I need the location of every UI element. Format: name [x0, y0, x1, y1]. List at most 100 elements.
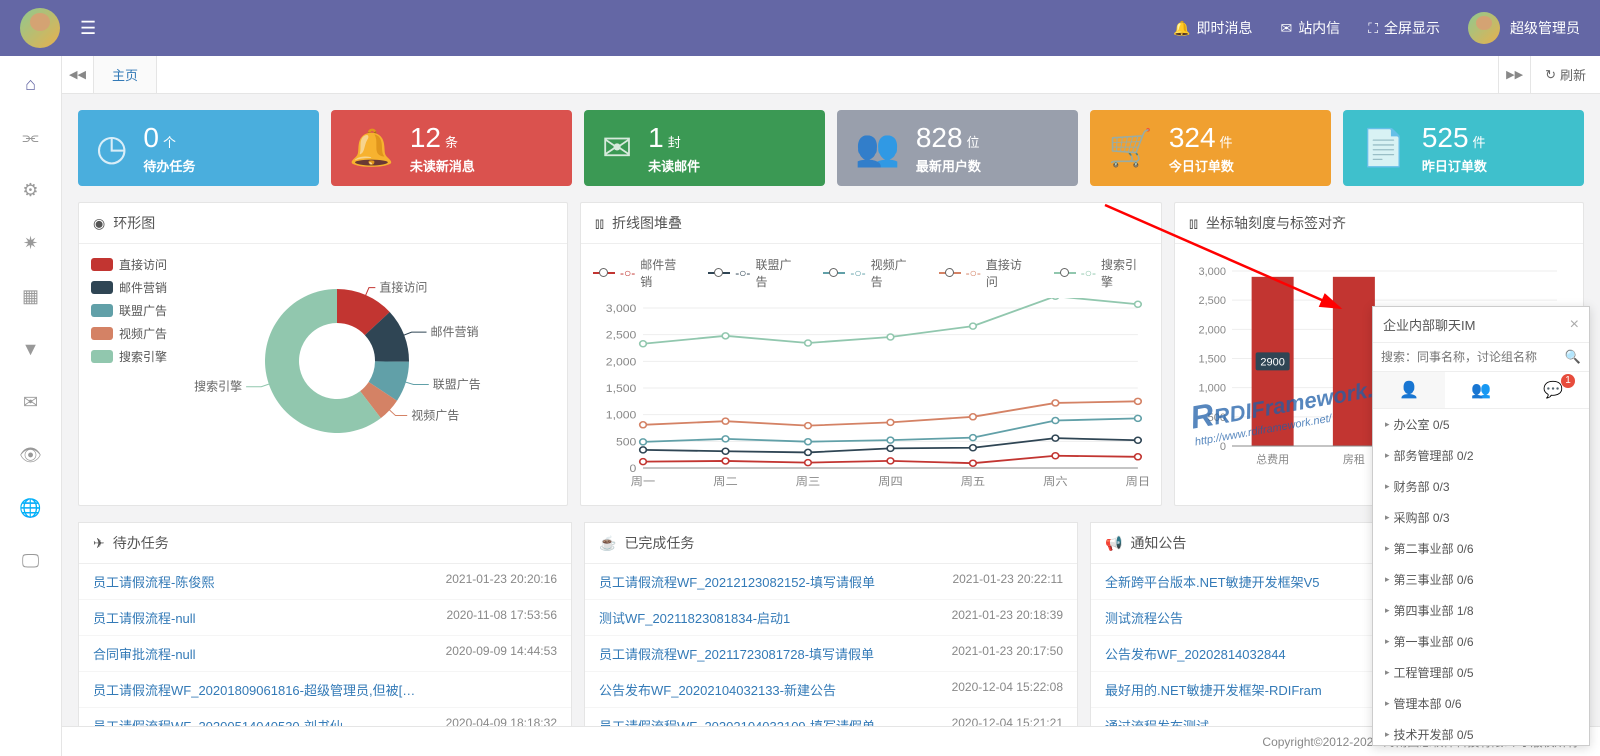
svg-text:500: 500 [616, 436, 637, 448]
legend-item[interactable]: .lh-marker:nth-child(1)::after{border-co… [823, 256, 918, 290]
footer: Copyright©2012-2022 海南国思软件科技有限公司 版权所有 · [62, 726, 1600, 756]
piechart-icon: ◉ [93, 215, 105, 232]
content: ◷ 0个 待办任务 🔔 12条 未读新消息 ✉ 1封 未读邮件 👥 828位 最… [62, 94, 1600, 756]
im-department[interactable]: ▸第四事业部 1/8 [1373, 595, 1589, 626]
svg-text:1,000: 1,000 [606, 409, 637, 421]
line-chart-panel: ⫾⫾ 折线图堆叠 .lh-marker:nth-child(1)::after{b… [580, 202, 1162, 506]
list-item[interactable]: 员工请假流程-陈俊熙2021-01-23 20:20:16 [79, 564, 571, 600]
im-department[interactable]: ▸第二事业部 0/6 [1373, 533, 1589, 564]
clock-icon: ◷ [96, 127, 127, 169]
im-badge: 1 [1561, 374, 1575, 388]
svg-text:房租: 房租 [1343, 453, 1365, 466]
tab-next-button[interactable]: ▶▶ [1498, 56, 1530, 93]
im-panel: 企业内部聊天IM × 🔍 👤 👥 💬1 ▸办公室 0/5▸部务管理部 0/2▸财… [1372, 306, 1590, 746]
svg-text:周五: 周五 [961, 476, 985, 488]
im-department[interactable]: ▸办公室 0/5 [1373, 409, 1589, 440]
gears-icon[interactable]: ⚙ [22, 180, 38, 201]
fullscreen-icon: ⛶ [1368, 20, 1378, 37]
stat-card[interactable]: ✉ 1封 未读邮件 [584, 110, 825, 186]
topbar-user[interactable]: 超级管理员 [1468, 12, 1580, 44]
barchart-icon: ⫾⫾ [1189, 215, 1198, 232]
im-department[interactable]: ▸第一事业部 0/6 [1373, 626, 1589, 657]
svg-text:直接访问: 直接访问 [379, 280, 427, 295]
list-item[interactable]: 公告发布WF_20202104032133-新建公告2020-12-04 15:… [585, 672, 1077, 708]
donut-chart-panel: ◉环形图 直接访问邮件营销联盟广告视频广告搜索引擎 直接访问邮件营销联盟广告视频… [78, 202, 568, 506]
legend-item[interactable]: .lh-marker:nth-child(1)::after{border-co… [593, 256, 688, 290]
tabbar: ◀◀ 主页 ▶▶ ↻刷新 [62, 56, 1600, 94]
cart-icon: 🛒 [1108, 127, 1153, 169]
close-icon[interactable]: × [1570, 316, 1579, 334]
home-icon[interactable]: ⌂ [25, 74, 36, 95]
todo_panel: ✈待办任务 员工请假流程-陈俊熙2021-01-23 20:20:16员工请假流… [78, 522, 572, 756]
filter-icon[interactable]: ▼ [22, 339, 40, 360]
legend-item[interactable]: .lh-marker:nth-child(1)::after{border-co… [708, 256, 803, 290]
globe-icon[interactable]: 🌐 [19, 498, 41, 519]
line-title: 折线图堆叠 [612, 213, 682, 233]
im-department[interactable]: ▸采购部 0/3 [1373, 502, 1589, 533]
im-department[interactable]: ▸工程管理部 0/5 [1373, 657, 1589, 688]
calendar-icon[interactable]: ▦ [22, 286, 39, 307]
topbar-fullscreen[interactable]: ⛶全屏显示 [1368, 18, 1440, 38]
svg-text:2900: 2900 [1260, 356, 1284, 368]
svg-text:2,500: 2,500 [606, 329, 637, 341]
tab-prev-button[interactable]: ◀◀ [62, 56, 94, 93]
svg-text:邮件营销: 邮件营销 [431, 325, 479, 339]
svg-text:周二: 周二 [713, 476, 737, 488]
badge-icon[interactable]: ✷ [23, 233, 38, 254]
stat-card[interactable]: 🛒 324件 今日订单数 [1090, 110, 1331, 186]
svg-text:周三: 周三 [796, 476, 820, 488]
im-title: 企业内部聊天IM [1383, 315, 1475, 334]
legend-item[interactable]: .lh-marker:nth-child(1)::after{border-co… [939, 256, 1034, 290]
hamburger-icon[interactable]: ☰ [80, 18, 96, 39]
list-item[interactable]: 员工请假流程WF_20201809061816-超级管理员,但被[陈俊熙]任意退… [79, 672, 571, 708]
im-tab-contacts[interactable]: 👤 [1373, 372, 1445, 408]
list-item[interactable]: 员工请假流程WF_20212123082152-填写请假单2021-01-23 … [585, 564, 1077, 600]
stat-card[interactable]: 👥 828位 最新用户数 [837, 110, 1078, 186]
tab-main[interactable]: 主页 [94, 56, 157, 93]
panel-icon: 📢 [1105, 535, 1122, 552]
im-department[interactable]: ▸部务管理部 0/2 [1373, 440, 1589, 471]
list-item[interactable]: 员工请假流程WF_20211723081728-填写请假单2021-01-23 … [585, 636, 1077, 672]
svg-text:周四: 周四 [878, 476, 902, 488]
stat-card[interactable]: 🔔 12条 未读新消息 [331, 110, 572, 186]
svg-text:联盟广告: 联盟广告 [433, 377, 481, 391]
topbar-bell[interactable]: 🔔即时消息 [1173, 18, 1252, 38]
topbar-mail[interactable]: ✉站内信 [1280, 18, 1340, 38]
svg-text:周日: 周日 [1126, 476, 1149, 488]
svg-text:2,000: 2,000 [606, 356, 637, 368]
list-item[interactable]: 测试WF_20211823081834-启动12021-01-23 20:18:… [585, 600, 1077, 636]
svg-text:总费用: 总费用 [1256, 452, 1289, 466]
stat-card[interactable]: ◷ 0个 待办任务 [78, 110, 319, 186]
list-item[interactable]: 合同审批流程-null2020-09-09 14:44:53 [79, 636, 571, 672]
search-icon[interactable]: 🔍 [1565, 349, 1581, 365]
refresh-button[interactable]: ↻刷新 [1530, 56, 1600, 93]
bar-title: 坐标轴刻度与标签对齐 [1206, 213, 1346, 233]
im-search-input[interactable] [1381, 350, 1565, 364]
im-department[interactable]: ▸管理本部 0/6 [1373, 688, 1589, 719]
im-department[interactable]: ▸第三事业部 0/6 [1373, 564, 1589, 595]
envelope-icon: ✉ [602, 127, 632, 169]
svg-text:视频广告: 视频广告 [411, 408, 459, 423]
panel-icon: ☕ [599, 535, 616, 552]
svg-text:周一: 周一 [631, 476, 656, 488]
linechart-icon: ⫾⫾ [595, 215, 604, 232]
legend-item[interactable]: .lh-marker:nth-child(1)::after{border-co… [1054, 256, 1149, 290]
users-icon: 👥 [855, 127, 900, 169]
svg-text:搜索引擎: 搜索引擎 [194, 379, 242, 394]
im-department[interactable]: ▸财务部 0/3 [1373, 471, 1589, 502]
monitor-icon[interactable]: 🖵 [22, 551, 39, 572]
wechat-icon[interactable]: ✉ [23, 392, 38, 413]
im-department[interactable]: ▸技术开发部 0/5 [1373, 719, 1589, 745]
avatar[interactable] [20, 8, 60, 48]
panel-icon: ✈ [93, 535, 105, 552]
im-tab-groups[interactable]: 👥 [1445, 372, 1517, 408]
svg-text:1,500: 1,500 [606, 383, 637, 395]
stat-card[interactable]: 📄 525件 昨日订单数 [1343, 110, 1584, 186]
svg-text:2,000: 2,000 [1198, 324, 1226, 336]
svg-text:0: 0 [1220, 441, 1226, 453]
share-icon[interactable]: ⫘ [22, 127, 38, 148]
svg-text:3,000: 3,000 [606, 303, 637, 315]
im-tab-messages[interactable]: 💬1 [1517, 372, 1589, 408]
list-item[interactable]: 员工请假流程-null2020-11-08 17:53:56 [79, 600, 571, 636]
eye-icon[interactable]: 👁 [19, 445, 42, 466]
